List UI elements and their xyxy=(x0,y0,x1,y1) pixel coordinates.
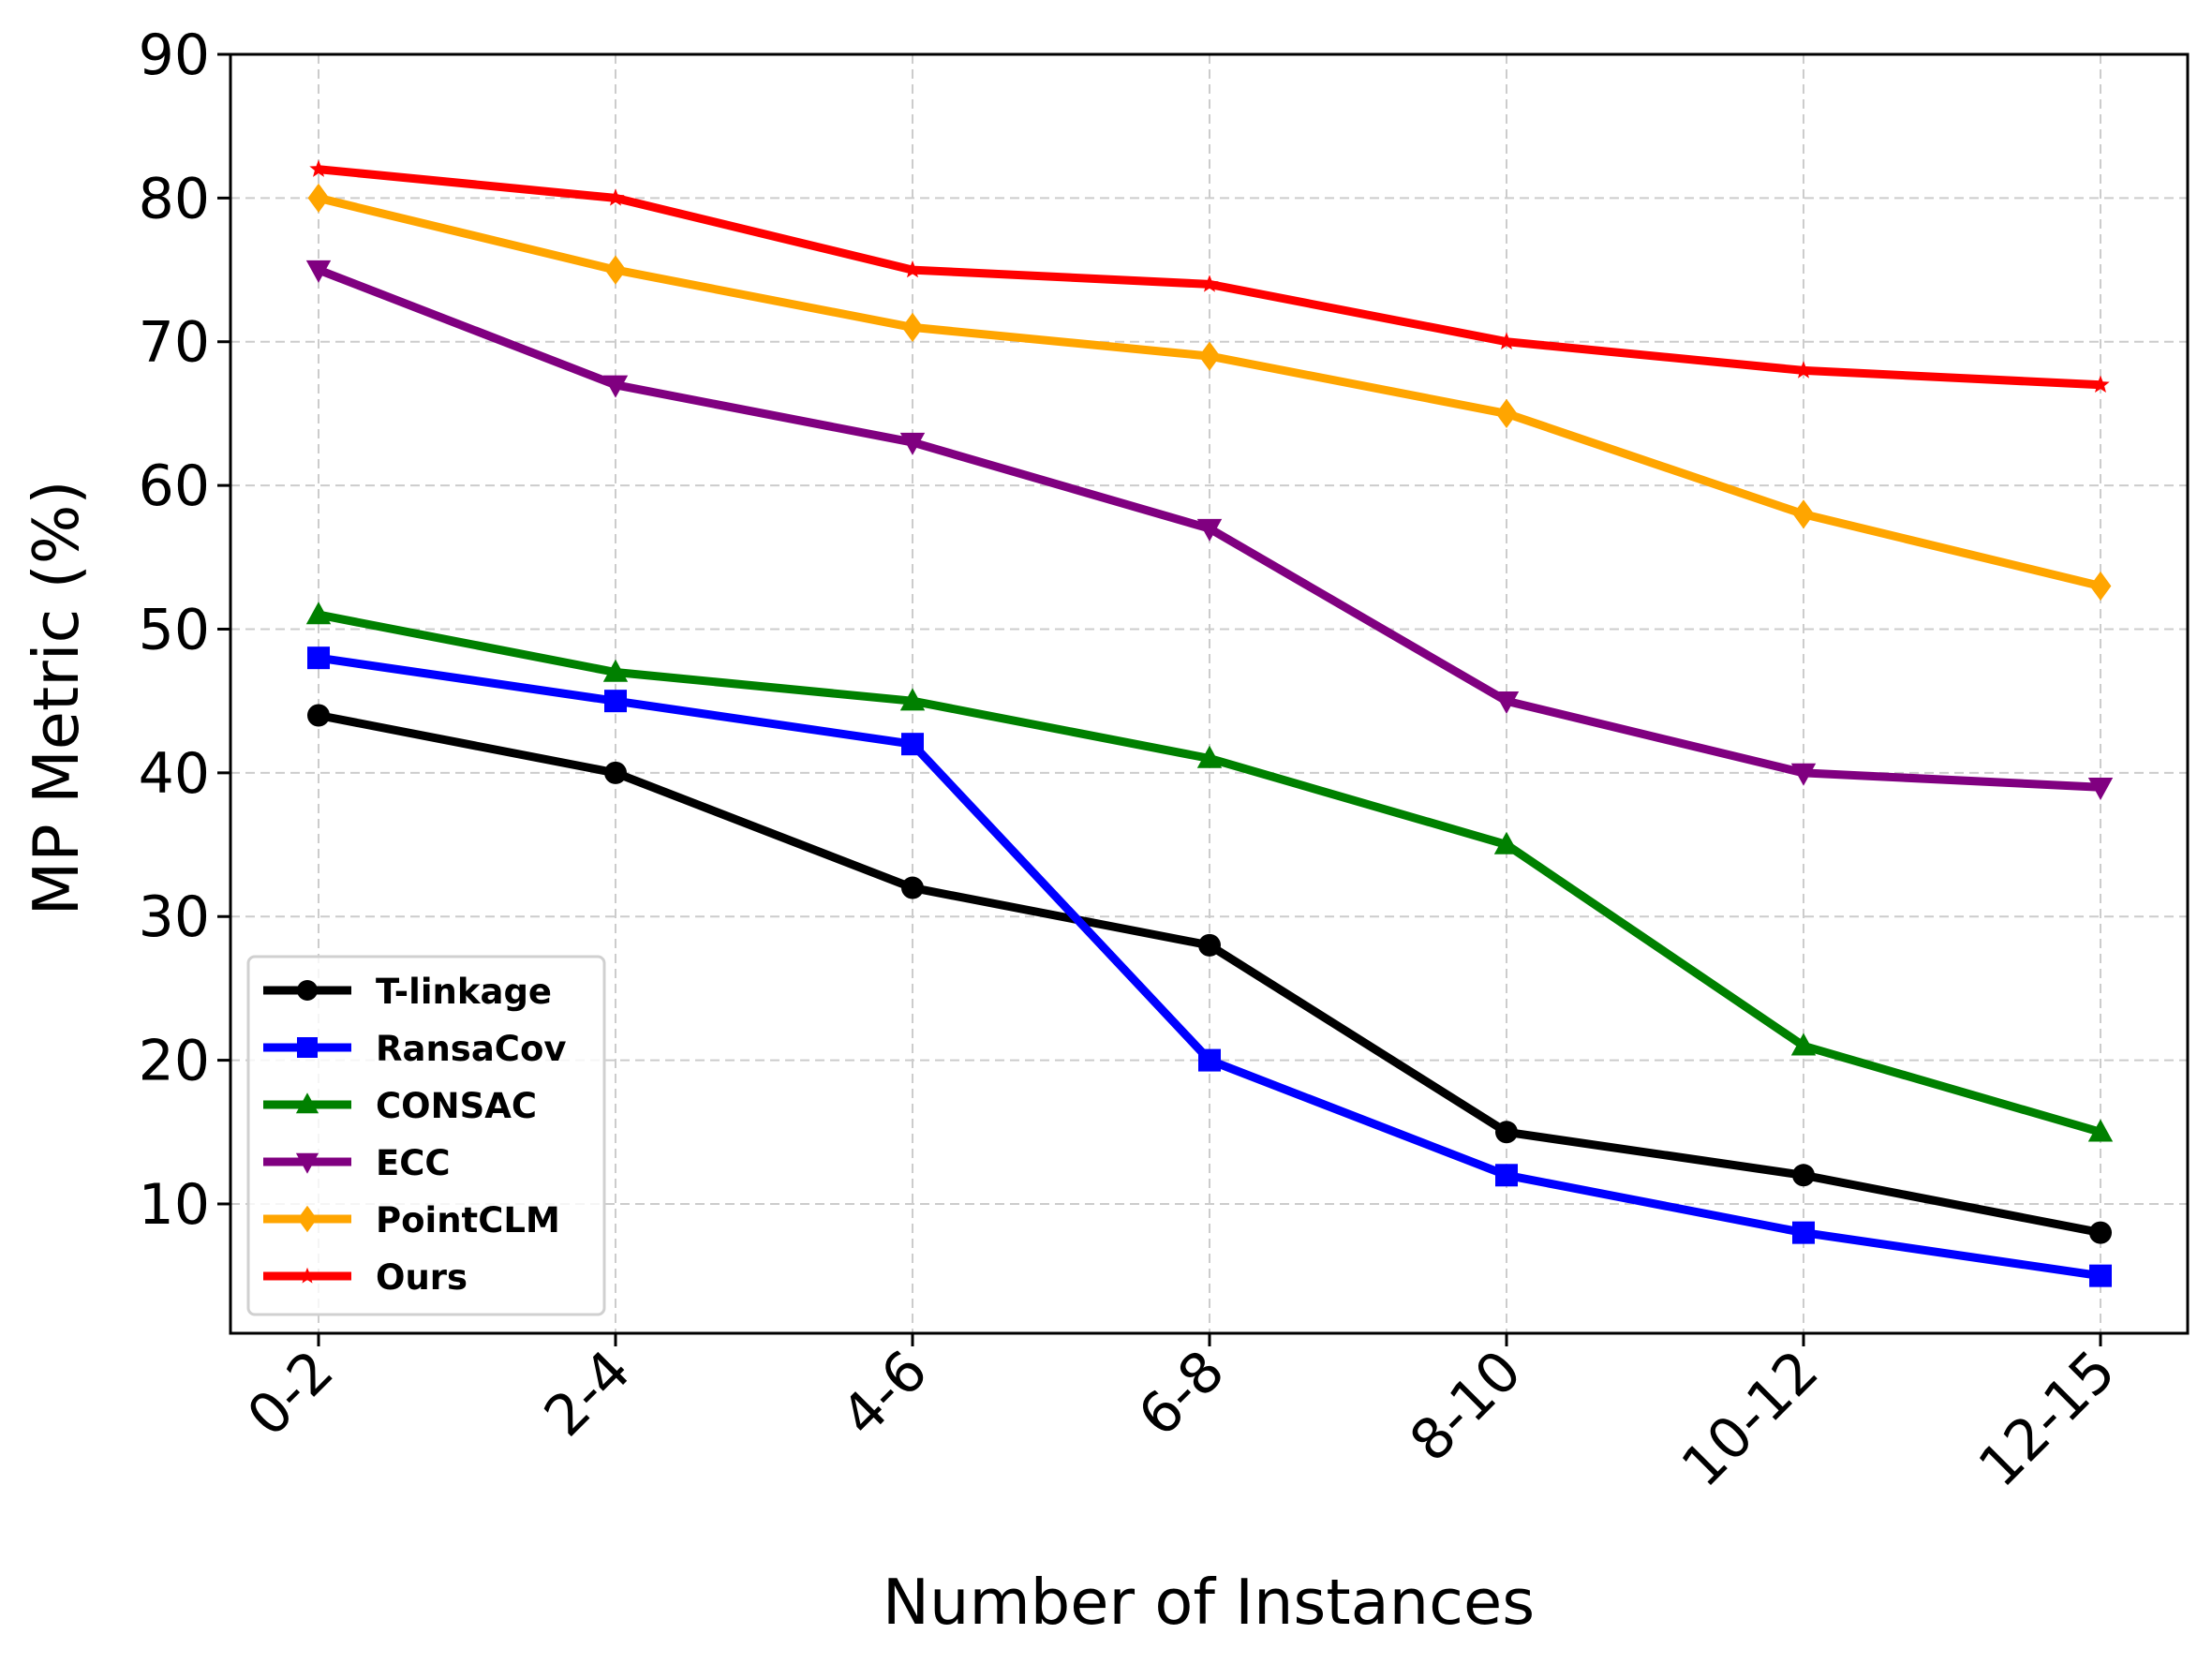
data-point xyxy=(307,704,330,727)
data-point xyxy=(899,688,926,711)
data-point xyxy=(297,980,318,1001)
series-t-linkage xyxy=(307,704,2112,1244)
data-point xyxy=(1792,1164,1815,1187)
data-point xyxy=(299,1267,316,1284)
series-pointclm xyxy=(307,183,2112,602)
data-point xyxy=(2089,571,2112,602)
y-axis-title: MP Metric (%) xyxy=(20,480,93,915)
data-point xyxy=(901,312,924,342)
data-point xyxy=(1493,831,1520,854)
data-point xyxy=(305,260,332,283)
series-ecc xyxy=(305,260,2114,800)
legend-item: Ours xyxy=(263,1257,468,1298)
data-point xyxy=(606,188,625,206)
series-ransacov xyxy=(307,646,2112,1287)
legend-label: PointCLM xyxy=(376,1200,560,1241)
series-consac xyxy=(305,602,2114,1142)
data-point xyxy=(1495,1164,1518,1187)
legend-label: Ours xyxy=(376,1257,468,1298)
legend: T-linkage RansaCov CONSAC ECC PointCLM Ours xyxy=(246,955,606,1316)
y-tick-label: 10 xyxy=(139,1172,210,1238)
data-point xyxy=(297,1205,318,1233)
legend-item: CONSAC xyxy=(263,1086,537,1126)
series-ours xyxy=(309,159,2110,393)
data-point xyxy=(903,260,922,278)
data-point xyxy=(899,432,926,455)
data-point xyxy=(297,1037,318,1058)
data-point xyxy=(1497,332,1516,349)
y-tick-label: 90 xyxy=(139,22,210,88)
y-tick-label: 50 xyxy=(139,597,210,662)
x-axis-title: Number of Instances xyxy=(883,1566,1535,1639)
y-tick-label: 30 xyxy=(139,884,210,950)
legend-label: ECC xyxy=(376,1143,451,1183)
series-lines xyxy=(305,159,2114,1287)
data-point xyxy=(295,1152,319,1174)
y-tick-label: 70 xyxy=(139,310,210,376)
legend-item: PointCLM xyxy=(263,1200,560,1241)
data-point xyxy=(1495,1121,1518,1144)
legend-item: ECC xyxy=(263,1143,451,1183)
data-point xyxy=(1198,1048,1221,1072)
data-point xyxy=(2089,1221,2112,1244)
data-point xyxy=(2091,375,2110,393)
y-tick-label: 40 xyxy=(139,741,210,807)
data-point xyxy=(1200,275,1219,292)
data-point xyxy=(1794,361,1813,379)
legend-item: RansaCov xyxy=(263,1029,566,1069)
data-point xyxy=(1198,933,1221,957)
data-point xyxy=(1196,518,1223,542)
legend-item: T-linkage xyxy=(263,972,552,1012)
data-point xyxy=(602,659,629,682)
y-tick-label: 60 xyxy=(139,453,210,519)
data-point xyxy=(604,761,627,784)
data-point xyxy=(1790,1033,1817,1056)
data-point xyxy=(1196,745,1223,768)
data-point xyxy=(901,733,924,756)
legend-label: T-linkage xyxy=(376,972,552,1012)
legend-label: RansaCov xyxy=(376,1029,566,1069)
data-point xyxy=(2087,778,2114,800)
data-point xyxy=(1493,691,1520,714)
data-point xyxy=(1790,763,1817,786)
data-point xyxy=(2087,1119,2114,1142)
data-point xyxy=(901,876,924,899)
data-point xyxy=(1792,499,1815,529)
data-point xyxy=(1198,341,1221,371)
y-tick-label: 20 xyxy=(139,1029,210,1094)
legend-label: CONSAC xyxy=(376,1086,537,1126)
data-point xyxy=(604,690,627,713)
data-point xyxy=(307,646,330,670)
data-point xyxy=(604,255,627,285)
data-point xyxy=(295,1092,319,1114)
data-point xyxy=(602,375,629,398)
data-point xyxy=(309,159,328,177)
data-point xyxy=(307,183,330,213)
data-point xyxy=(2089,1264,2112,1287)
data-point xyxy=(1792,1221,1815,1244)
y-tick-label: 80 xyxy=(139,166,210,231)
data-point xyxy=(1495,398,1518,428)
data-point xyxy=(305,602,332,625)
